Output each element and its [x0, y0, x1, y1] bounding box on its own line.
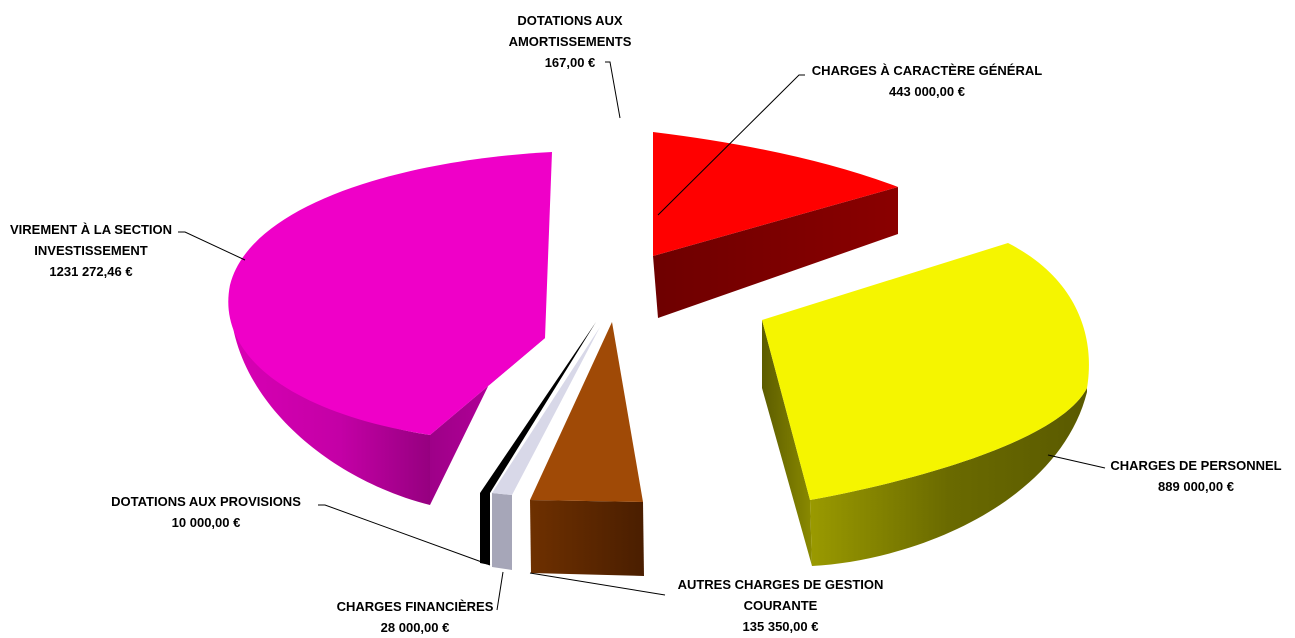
label-charges-personnel: CHARGES DE PERSONNEL 889 000,00 € [1108, 455, 1284, 497]
label-text: INVESTISSEMENT [34, 243, 148, 258]
label-text: AUTRES CHARGES DE GESTION [677, 577, 884, 592]
label-text: AMORTISSEMENTS [508, 34, 632, 49]
label-dotations-amortissements: DOTATIONS AUX AMORTISSEMENTS 167,00 € [505, 10, 635, 73]
label-value: 28 000,00 € [380, 620, 450, 635]
leader-dotations-amortissements [605, 61, 621, 119]
label-dotations-provisions: DOTATIONS AUX PROVISIONS 10 000,00 € [98, 491, 314, 533]
label-value: 1231 272,46 € [49, 264, 133, 279]
slice-autres-charges [530, 322, 644, 576]
label-text: DOTATIONS AUX [517, 13, 623, 28]
label-text: CHARGES FINANCIÈRES [336, 599, 494, 614]
label-value: 135 350,00 € [742, 619, 819, 634]
label-virement-investissement: VIREMENT À LA SECTION INVESTISSEMENT 1231 … [5, 219, 177, 282]
slice-charges-generales [653, 132, 898, 318]
leader-autres-charges [529, 572, 666, 596]
label-value: 443 000,00 € [889, 84, 965, 99]
label-charges-financieres: CHARGES FINANCIÈRES 28 000,00 € [330, 596, 500, 638]
slice-virement-investissement [228, 152, 552, 505]
label-text: CHARGES À CARACTÈRE GÉNÉRAL [811, 63, 1043, 78]
label-value: 10 000,00 € [171, 515, 241, 530]
label-charges-generales: CHARGES À CARACTÈRE GÉNÉRAL 443 000,00 € [808, 60, 1046, 102]
slice-charges-financieres [492, 327, 600, 570]
leader-charges-personnel [1047, 454, 1106, 469]
label-text: VIREMENT À LA SECTION [9, 222, 173, 237]
slice-dotations-provisions [480, 322, 596, 565]
label-value: 889 000,00 € [1158, 479, 1234, 494]
leader-virement-investissement [178, 231, 246, 261]
slice-charges-personnel [762, 243, 1089, 566]
label-text: CHARGES DE PERSONNEL [1110, 458, 1282, 473]
label-text: COURANTE [743, 598, 818, 613]
leader-charges-generales [657, 74, 805, 216]
leader-charges-financieres [496, 571, 504, 611]
label-autres-charges: AUTRES CHARGES DE GESTION COURANTE 135 350… [668, 574, 893, 637]
slice-dotations-amortissements [620, 130, 623, 232]
label-text: DOTATIONS AUX PROVISIONS [111, 494, 301, 509]
leader-dotations-provisions [318, 504, 491, 566]
label-value: 167,00 € [544, 55, 596, 70]
